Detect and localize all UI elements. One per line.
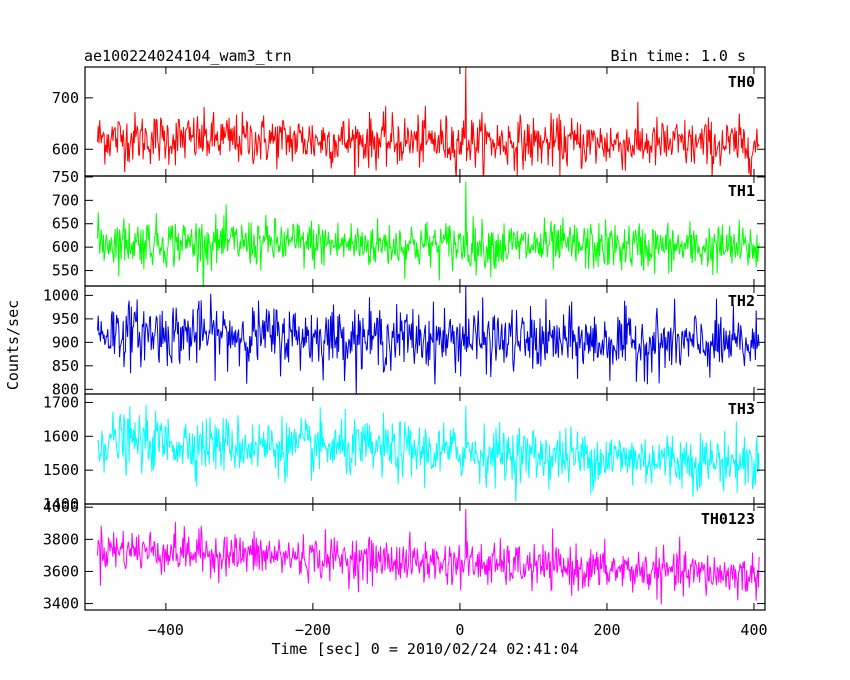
y-tick-label-TH2-1000: 1000 [43,286,79,304]
x-tick-label-400: 400 [740,621,767,639]
y-axis-label: Counts/sec [4,300,22,390]
plot-title-right: Bin time: 1.0 s [611,47,746,65]
series-line-TH2 [97,286,760,394]
y-tick-label-TH0-600: 600 [52,140,79,158]
y-tick-label-TH2-800: 800 [52,380,79,398]
series-line-TH1 [97,181,760,286]
y-tick-label-TH0123-3600: 3600 [43,562,79,580]
panel-frame-TH0123 [84,503,766,611]
x-tick-label-0: 0 [455,621,464,639]
panel-label-TH0: TH0 [728,73,755,91]
x-axis-label: Time [sec] 0 = 2010/02/24 02:41:04 [271,640,578,658]
x-tick-label--400: −400 [148,621,184,639]
panel-label-TH3: TH3 [728,400,755,418]
x-tick-label--200: −200 [295,621,331,639]
y-tick-label-TH0123-3400: 3400 [43,595,79,613]
y-tick-label-TH0123-3800: 3800 [43,530,79,548]
y-tick-label-TH3-1600: 1600 [43,427,79,445]
x-tick-label-200: 200 [593,621,620,639]
y-tick-label-TH3-1500: 1500 [43,461,79,479]
y-tick-label-TH1-700: 700 [52,191,79,209]
panel-label-TH0123: TH0123 [701,510,755,528]
y-tick-label-TH1-600: 600 [52,238,79,256]
series-line-TH3 [97,404,760,502]
y-tick-label-TH3-1400: 1400 [43,495,79,513]
series-line-TH0123 [97,508,760,605]
panel-label-TH2: TH2 [728,292,755,310]
y-tick-label-TH1-650: 650 [52,215,79,233]
y-tick-label-TH3-1700: 1700 [43,393,79,411]
y-tick-label-TH2-850: 850 [52,357,79,375]
y-tick-label-TH1-550: 550 [52,262,79,280]
y-tick-label-TH2-950: 950 [52,310,79,328]
panel-label-TH1: TH1 [728,182,755,200]
plot-title-left: ae100224024104_wam3_trn [84,47,292,65]
y-tick-label-TH2-900: 900 [52,333,79,351]
series-line-TH0 [97,67,760,176]
y-tick-label-TH1-750: 750 [52,168,79,186]
panels-group: 600 700 TH0 550 600 650 700 750 TH1 800 850 900 950 1… [43,66,768,639]
y-tick-label-TH0-700: 700 [52,89,79,107]
y-tick-label-TH0123-4000: 4000 [43,498,79,516]
